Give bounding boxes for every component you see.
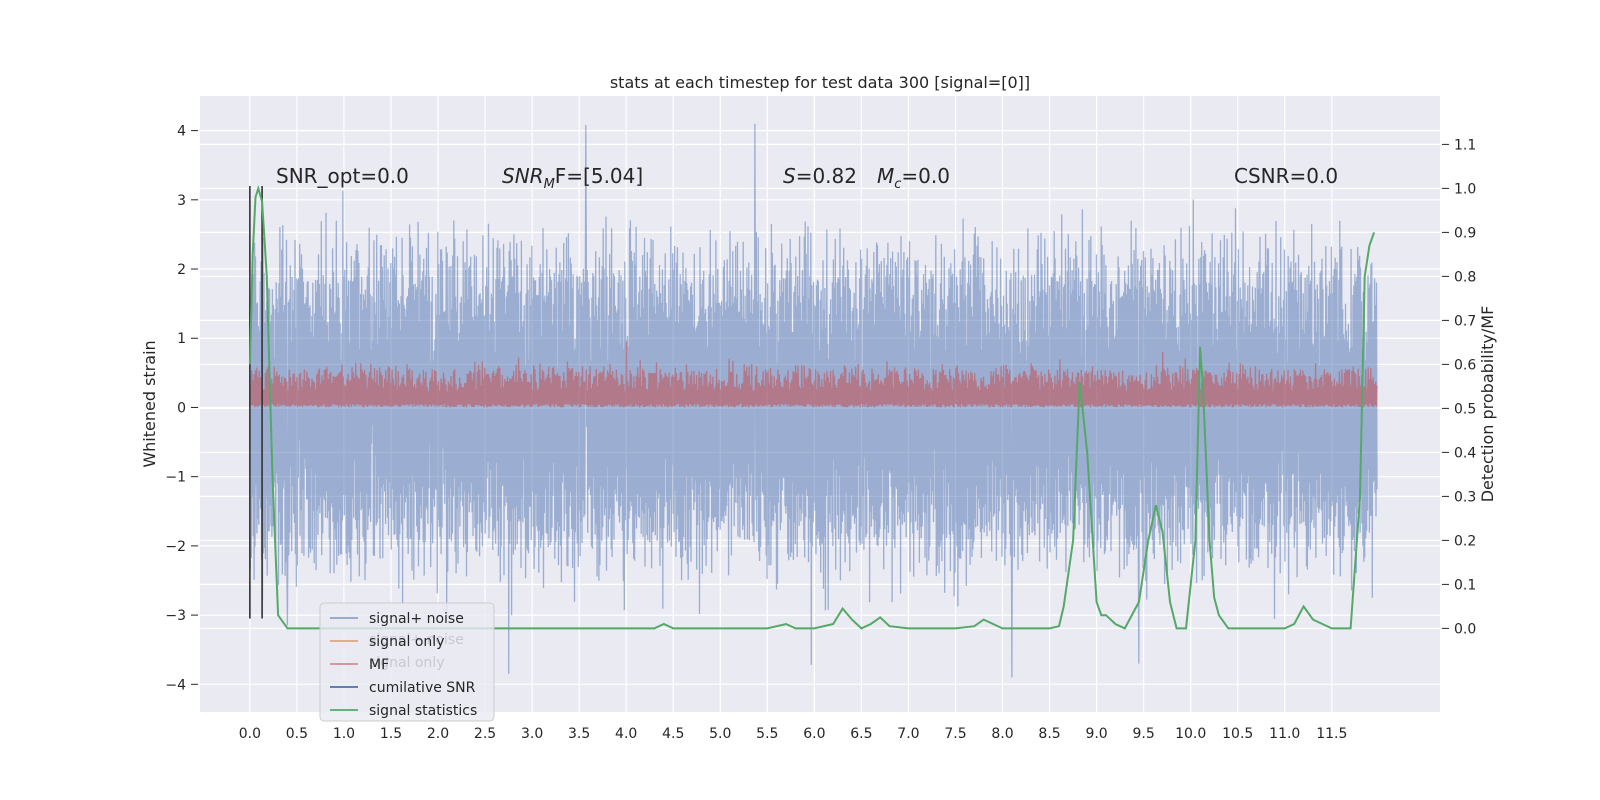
x-tick-label: 0.0 <box>239 726 261 742</box>
y-tick-label: −2 <box>165 539 186 555</box>
y2-tick-label: 0.0 <box>1454 621 1476 637</box>
x-tick-label: 2.0 <box>427 726 449 742</box>
y2-tick-label: 0.7 <box>1454 313 1476 329</box>
y-tick-label: −3 <box>165 608 186 624</box>
y2-axis-label: Detection probability/MF <box>1478 306 1497 503</box>
x-tick-label: 3.5 <box>568 726 590 742</box>
legend-ghost-label: signal+ noise <box>369 632 464 648</box>
x-tick-label: 10.0 <box>1175 726 1206 742</box>
y2-tick-label: 0.1 <box>1454 577 1476 593</box>
x-tick-label: 5.5 <box>756 726 778 742</box>
y-axis-label: Whitened strain <box>140 340 159 467</box>
legend-label: signal+ noise <box>369 611 464 627</box>
legend-label: cumilative SNR <box>369 680 476 696</box>
series-signal-statistics <box>248 184 1376 630</box>
annotation-mc-sub: c <box>894 177 901 192</box>
x-tick-label: 9.0 <box>1085 726 1107 742</box>
x-tick-label: 1.0 <box>333 726 355 742</box>
annotations: SNR_opt=0.0 SNRMF=[5.04] S=0.82 Mc=0.0 C… <box>276 164 1338 192</box>
y2-tick-label: 0.2 <box>1454 533 1476 549</box>
legend: signal+ noise signal only signal+ noises… <box>319 602 495 722</box>
y-tick-label: 3 <box>177 193 186 209</box>
y-tick-label: −1 <box>165 470 186 486</box>
x-tick-label: 2.5 <box>474 726 496 742</box>
x-tick-label: 4.5 <box>662 726 684 742</box>
data-layer <box>248 123 1378 678</box>
y2-tick-label: 1.1 <box>1454 137 1476 153</box>
annotation-mc: Mc=0.0 <box>877 164 950 192</box>
y2-tick-label: 0.8 <box>1454 269 1476 285</box>
y2-tick-label: 1.0 <box>1454 181 1476 197</box>
x-tick-label: 9.5 <box>1133 726 1155 742</box>
annotation-s: S=0.82 <box>783 164 857 188</box>
annotation-mc-rest: =0.0 <box>901 164 950 188</box>
x-tick-label: 6.0 <box>803 726 825 742</box>
y-tick-label: −4 <box>165 677 186 693</box>
y2-tick-label: 0.9 <box>1454 225 1476 241</box>
ticks: 0.0 0.5 1.0 1.5 2.0 2.5 3.0 3.5 4.0 4.5 5.0 5.5 6.0 6… <box>165 124 1476 742</box>
x-tick-label: 5.0 <box>709 726 731 742</box>
x-tick-label: 7.5 <box>944 726 966 742</box>
x-tick-label: 8.5 <box>1038 726 1060 742</box>
annotation-s-main: S <box>783 164 796 188</box>
x-tick-label: 8.0 <box>991 726 1013 742</box>
annotation-mc-main: M <box>877 164 894 188</box>
annotation-snr-mf-main: SNR <box>502 164 544 188</box>
legend-label: MF <box>369 657 389 673</box>
annotation-snr-mf: SNRMF=[5.04] <box>502 164 643 192</box>
y2-tick-label: 0.6 <box>1454 357 1476 373</box>
annotation-snr-mf-sub: M <box>544 177 555 192</box>
x-tick-label: 6.5 <box>850 726 872 742</box>
x-tick-label: 11.0 <box>1269 726 1300 742</box>
x-tick-label: 0.5 <box>286 726 308 742</box>
annotation-snr-mf-rest: F=[5.04] <box>555 164 643 188</box>
y2-tick-label: 0.4 <box>1454 445 1476 461</box>
x-tick-label: 11.5 <box>1316 726 1347 742</box>
y2-tick-label: 0.5 <box>1454 401 1476 417</box>
legend-label: signal only <box>369 634 444 650</box>
legend-label: signal statistics <box>369 703 477 719</box>
annotation-snr-opt: SNR_opt=0.0 <box>276 164 409 188</box>
legend-box <box>319 602 495 722</box>
x-tick-label: 7.0 <box>897 726 919 742</box>
y-tick-label: 1 <box>177 331 186 347</box>
series-mf <box>249 341 1378 408</box>
annotation-s-rest: =0.82 <box>796 164 857 188</box>
y-tick-label: 4 <box>177 124 186 140</box>
y-tick-label: 0 <box>177 400 186 416</box>
x-tick-label: 10.5 <box>1222 726 1253 742</box>
chart-title: stats at each timestep for test data 300… <box>610 73 1030 92</box>
legend-ghost-label: signal only <box>369 655 444 671</box>
y2-tick-label: 0.3 <box>1454 489 1476 505</box>
x-tick-label: 3.0 <box>521 726 543 742</box>
annotation-csnr: CSNR=0.0 <box>1234 164 1338 188</box>
x-tick-label: 1.5 <box>380 726 402 742</box>
y-tick-label: 2 <box>177 262 186 278</box>
x-tick-label: 4.0 <box>615 726 637 742</box>
